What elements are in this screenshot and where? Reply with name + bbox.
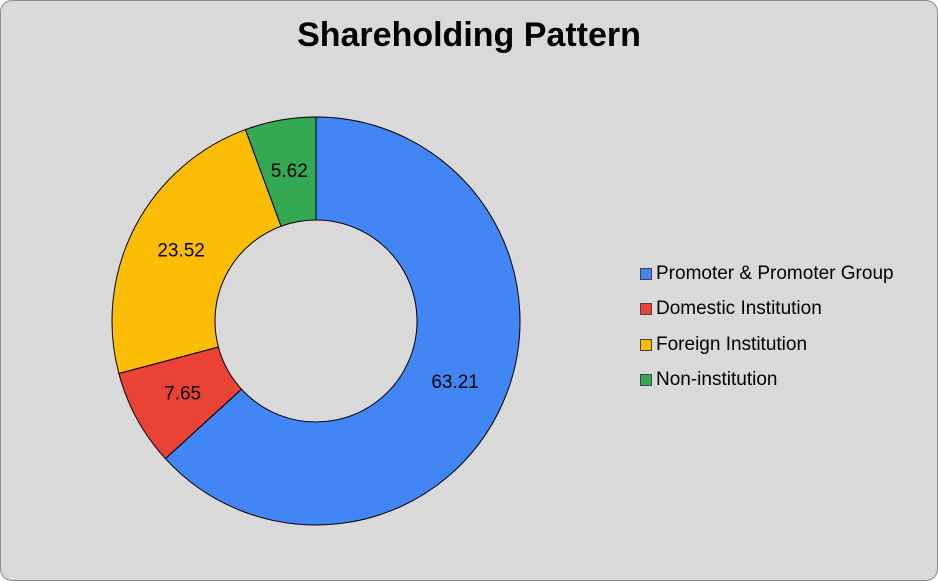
slice-non-institution bbox=[244, 116, 317, 227]
legend-label-non-institution: Non-institution bbox=[656, 369, 778, 391]
label-domestic: 7.65 bbox=[164, 383, 201, 404]
legend-label-domestic: Domestic Institution bbox=[656, 298, 822, 320]
legend-item-domestic: Domestic Institution bbox=[640, 292, 894, 328]
legend-label-foreign: Foreign Institution bbox=[656, 333, 808, 355]
slice-foreign bbox=[111, 128, 282, 375]
label-foreign: 23.52 bbox=[157, 240, 205, 261]
legend-swatch-promoter bbox=[640, 267, 652, 280]
chart-title: Shareholding Pattern bbox=[297, 16, 641, 54]
legend: Promoter & Promoter Group Domestic Insti… bbox=[640, 256, 894, 398]
legend-item-non-institution: Non-institution bbox=[640, 363, 894, 399]
label-promoter: 63.21 bbox=[431, 372, 479, 393]
legend-item-promoter: Promoter & Promoter Group bbox=[640, 256, 894, 292]
slice-promoter bbox=[164, 116, 521, 526]
legend-item-foreign: Foreign Institution bbox=[640, 327, 894, 363]
legend-swatch-non-institution bbox=[640, 374, 652, 387]
label-non-institution: 5.62 bbox=[271, 161, 308, 182]
legend-swatch-domestic bbox=[640, 303, 652, 316]
legend-swatch-foreign bbox=[640, 338, 652, 351]
legend-label-promoter: Promoter & Promoter Group bbox=[656, 262, 894, 284]
